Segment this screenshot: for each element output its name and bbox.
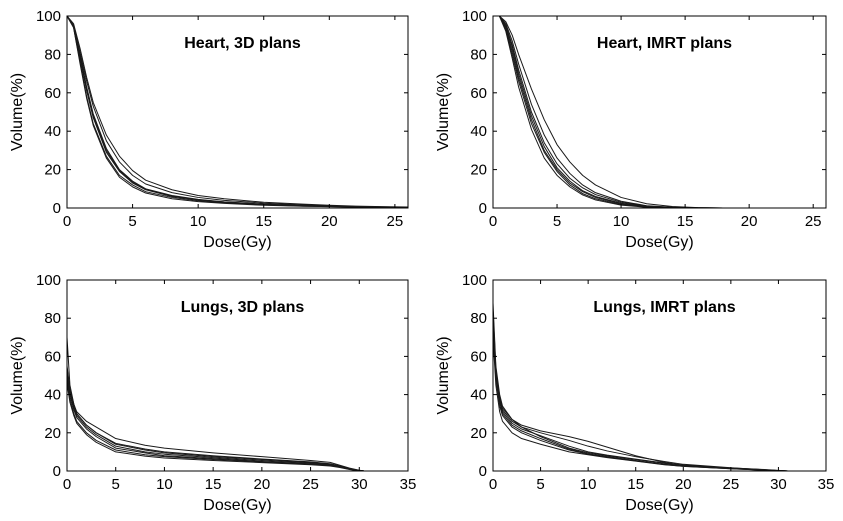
plot-frame bbox=[66, 15, 409, 209]
series-line-7 bbox=[492, 310, 788, 472]
x-tick-label: 15 bbox=[627, 476, 644, 493]
x-tick-label: 10 bbox=[613, 213, 630, 230]
series-line-6 bbox=[492, 333, 788, 472]
x-tick-label: 0 bbox=[63, 213, 71, 230]
y-tick-label: 100 bbox=[462, 272, 487, 289]
plot-frame bbox=[492, 15, 827, 209]
y-axis-label: Volume(%) bbox=[9, 73, 26, 151]
x-tick-label: 0 bbox=[489, 213, 497, 230]
series-line-2 bbox=[66, 365, 365, 472]
chart-panel-4: 0 5 10 15 20 25 30 35 0 20 40 60 80 100 Lungs, IMRT pl… bbox=[435, 272, 834, 514]
x-tick-label: 5 bbox=[112, 476, 120, 493]
y-axis-label: Volume(%) bbox=[435, 73, 452, 151]
y-tick-label: 100 bbox=[36, 8, 61, 25]
x-axis-label: Dose(Gy) bbox=[625, 497, 693, 514]
series-line-5 bbox=[66, 371, 365, 472]
y-tick-label: 40 bbox=[470, 387, 487, 404]
x-tick-label: 15 bbox=[255, 213, 272, 230]
series-line-3 bbox=[492, 327, 788, 472]
y-tick-label: 0 bbox=[53, 200, 61, 217]
x-tick-label: 25 bbox=[387, 213, 404, 230]
x-tick-label: 20 bbox=[741, 213, 758, 230]
series-line-6 bbox=[66, 383, 365, 472]
series-line-7 bbox=[66, 15, 409, 208]
y-tick-label: 60 bbox=[44, 348, 61, 365]
x-tick-label: 20 bbox=[675, 476, 692, 493]
y-tick-label: 20 bbox=[470, 425, 487, 442]
series-line-1 bbox=[492, 302, 788, 472]
x-tick-label: 20 bbox=[321, 213, 338, 230]
series-line-7 bbox=[66, 367, 365, 472]
y-tick-label: 20 bbox=[470, 162, 487, 179]
y-tick-label: 20 bbox=[44, 162, 61, 179]
y-tick-label: 80 bbox=[44, 310, 61, 327]
series-line-5 bbox=[492, 321, 788, 472]
chart-title: Heart, 3D plans bbox=[184, 35, 301, 52]
x-tick-label: 5 bbox=[536, 476, 544, 493]
y-tick-label: 0 bbox=[479, 463, 487, 480]
y-tick-label: 40 bbox=[470, 123, 487, 140]
y-tick-label: 100 bbox=[462, 8, 487, 25]
series-line-5 bbox=[66, 15, 409, 208]
x-tick-label: 30 bbox=[770, 476, 787, 493]
chart-title: Heart, IMRT plans bbox=[597, 35, 732, 52]
series-line-1 bbox=[66, 337, 365, 472]
y-axis-label: Volume(%) bbox=[435, 336, 452, 414]
x-tick-label: 0 bbox=[489, 476, 497, 493]
y-tick-label: 20 bbox=[44, 425, 61, 442]
y-tick-label: 80 bbox=[470, 310, 487, 327]
x-tick-label: 25 bbox=[302, 476, 319, 493]
x-tick-label: 25 bbox=[723, 476, 740, 493]
series-line-2 bbox=[492, 318, 788, 472]
y-tick-label: 40 bbox=[44, 123, 61, 140]
x-tick-label: 5 bbox=[553, 213, 561, 230]
x-tick-label: 10 bbox=[580, 476, 597, 493]
x-tick-label: 15 bbox=[205, 476, 222, 493]
y-tick-label: 80 bbox=[44, 46, 61, 63]
series-line-4 bbox=[493, 15, 750, 209]
x-tick-label: 15 bbox=[677, 213, 694, 230]
x-axis-label: Dose(Gy) bbox=[625, 234, 693, 251]
y-tick-label: 60 bbox=[470, 85, 487, 102]
x-tick-label: 10 bbox=[190, 213, 207, 230]
x-tick-label: 20 bbox=[254, 476, 271, 493]
chart-title: Lungs, IMRT plans bbox=[593, 299, 735, 316]
x-tick-label: 35 bbox=[818, 476, 835, 493]
x-axis-label: Dose(Gy) bbox=[203, 234, 271, 251]
chart-panel-1: 0 5 10 15 20 25 0 20 40 60 80 100 Heart, 3D plans Dos… bbox=[9, 8, 409, 251]
x-tick-label: 5 bbox=[128, 213, 136, 230]
plot-frame bbox=[492, 279, 827, 472]
y-tick-label: 60 bbox=[44, 85, 61, 102]
y-tick-label: 40 bbox=[44, 387, 61, 404]
y-axis-label: Volume(%) bbox=[9, 336, 26, 414]
y-tick-label: 0 bbox=[53, 463, 61, 480]
y-tick-label: 60 bbox=[470, 348, 487, 365]
x-tick-label: 25 bbox=[805, 213, 822, 230]
x-tick-label: 30 bbox=[351, 476, 368, 493]
series-line-4 bbox=[492, 337, 788, 472]
x-axis-label: Dose(Gy) bbox=[203, 497, 271, 514]
plot-frame bbox=[66, 279, 409, 472]
y-tick-label: 80 bbox=[470, 46, 487, 63]
x-tick-label: 10 bbox=[156, 476, 173, 493]
y-tick-label: 100 bbox=[36, 272, 61, 289]
chart-panel-2: 0 5 10 15 20 25 0 20 40 60 80 100 Heart, IMRT plans D… bbox=[435, 8, 827, 251]
x-tick-label: 35 bbox=[400, 476, 417, 493]
x-tick-label: 0 bbox=[63, 476, 71, 493]
y-tick-label: 0 bbox=[479, 200, 487, 217]
chart-title: Lungs, 3D plans bbox=[181, 299, 305, 316]
chart-panel-3: 0 5 10 15 20 25 30 35 0 20 40 60 80 100 Lungs, 3D plan… bbox=[9, 272, 416, 514]
